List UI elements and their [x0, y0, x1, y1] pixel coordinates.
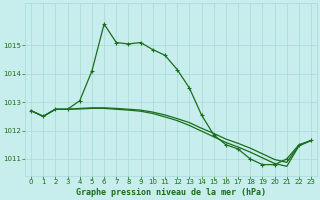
X-axis label: Graphe pression niveau de la mer (hPa): Graphe pression niveau de la mer (hPa): [76, 188, 266, 197]
